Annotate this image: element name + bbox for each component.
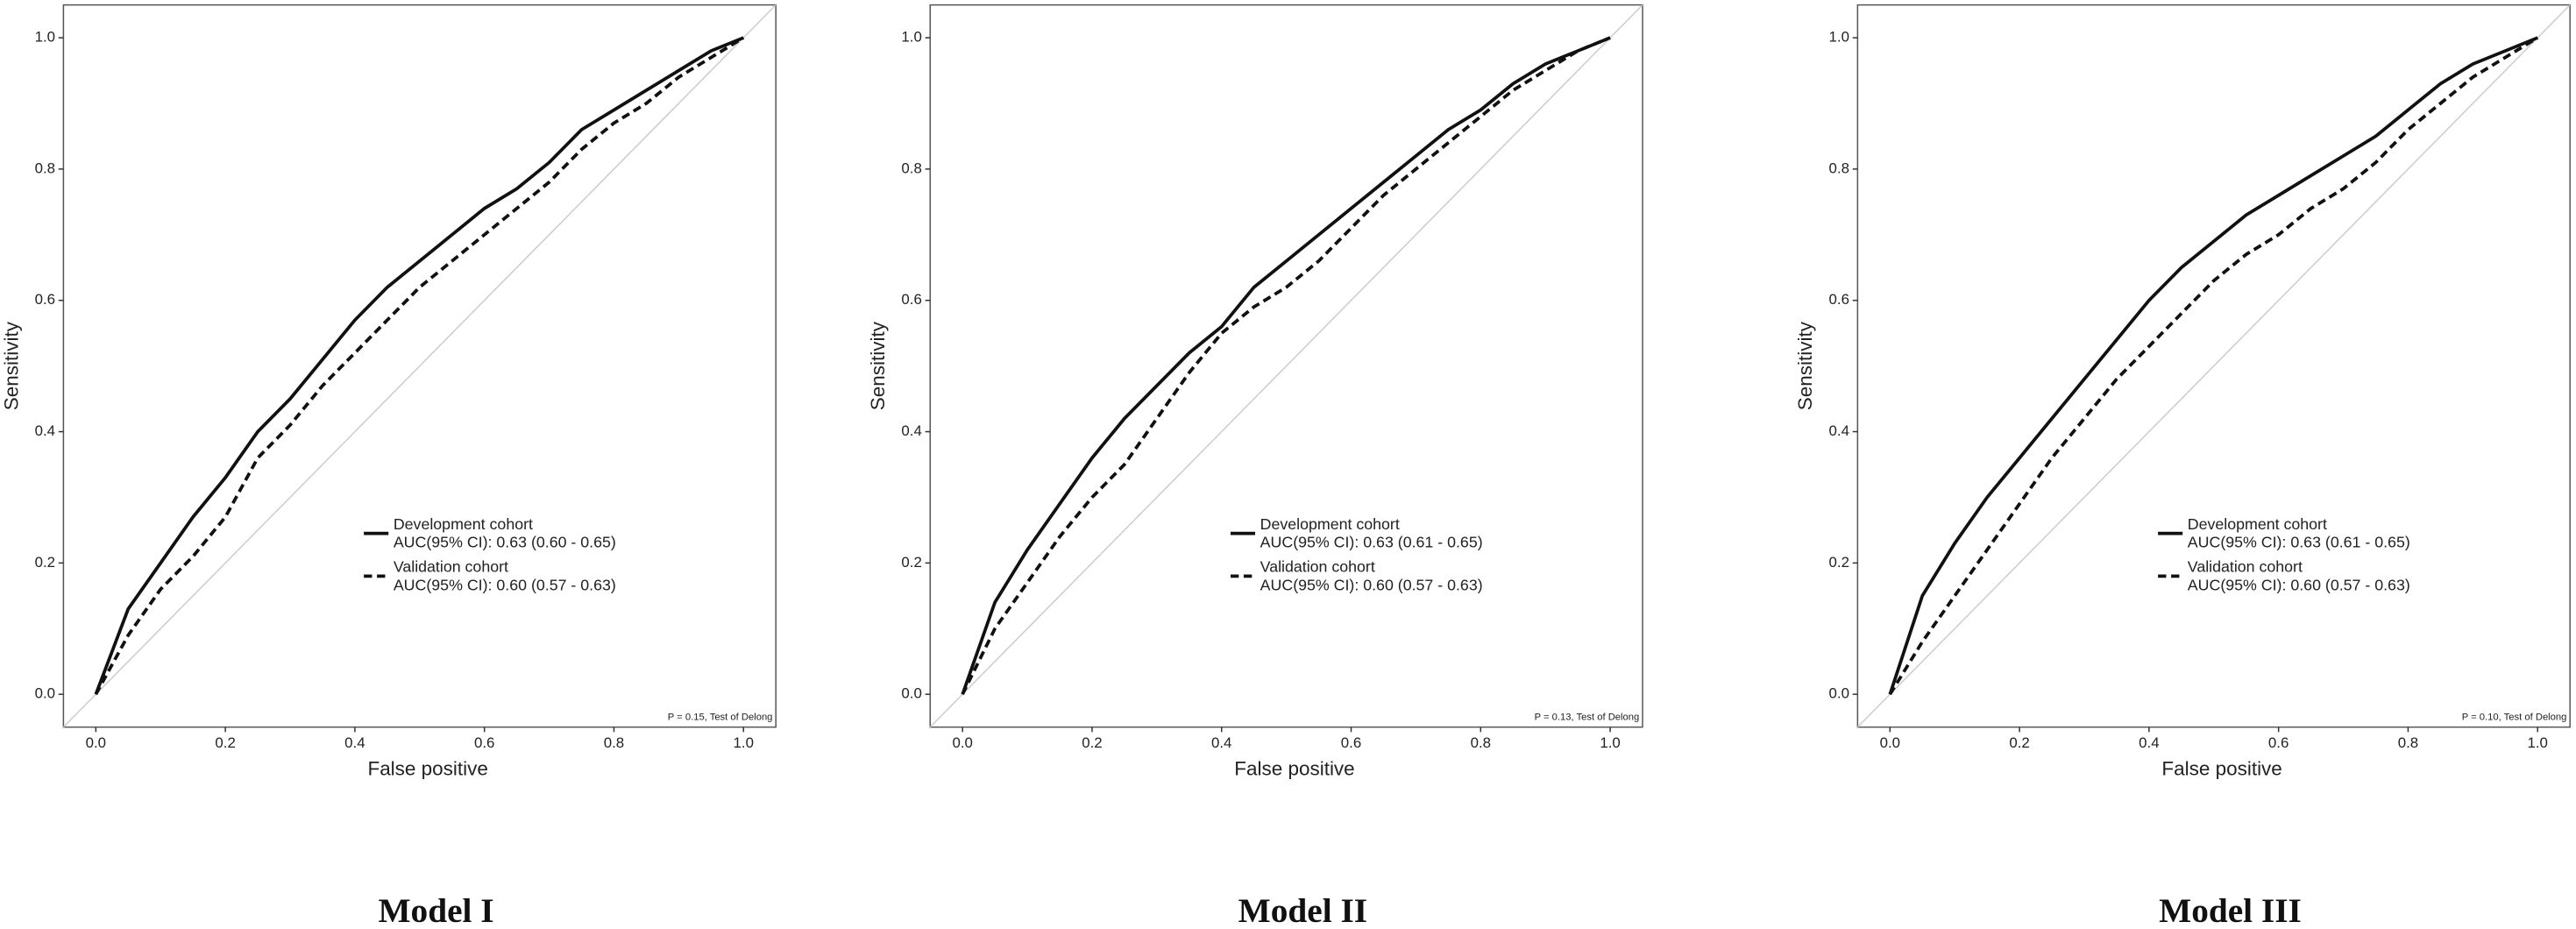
legend-auc: AUC(95% CI): 0.60 (0.57 - 0.63) — [2188, 576, 2410, 593]
x-axis-title: False positive — [2161, 757, 2281, 779]
legend-label: Development cohort — [2188, 515, 2327, 533]
y-tick-label: 0.8 — [901, 160, 921, 176]
y-tick-label: 0.0 — [1829, 685, 1849, 702]
y-tick-label: 1.0 — [901, 29, 921, 46]
x-tick-label: 0.4 — [2139, 734, 2159, 751]
x-axis-title: False positive — [1234, 757, 1354, 779]
legend-auc: AUC(95% CI): 0.63 (0.60 - 0.65) — [394, 534, 616, 551]
annotation: P = 0.15, Test of Delong — [668, 712, 773, 722]
reference-diagonal — [1856, 4, 2571, 728]
x-tick-label: 1.0 — [1600, 734, 1620, 751]
legend-label: Development cohort — [1260, 515, 1400, 533]
annotation: P = 0.13, Test of Delong — [1535, 712, 1640, 722]
legend-auc: AUC(95% CI): 0.60 (0.57 - 0.63) — [1260, 576, 1483, 593]
chart-title: Model III — [2159, 891, 2302, 929]
y-tick-label: 0.4 — [1829, 422, 1849, 439]
plot-border — [62, 4, 777, 728]
legend-label: Validation cohort — [1260, 558, 1375, 576]
y-tick-label: 1.0 — [35, 29, 55, 46]
y-tick-label: 0.8 — [35, 160, 55, 176]
chart-panel: 0.0 0.2 0.4 0.6 0.8 1.0 0.0 0.2 0.4 0.6 0.8 1.0 Fals… — [0, 4, 777, 929]
roc-curve — [94, 36, 744, 695]
legend-label: Validation cohort — [2188, 558, 2303, 576]
y-tick-label: 0.4 — [901, 422, 921, 439]
roc-curve — [94, 36, 745, 696]
roc-curve — [1888, 36, 2538, 695]
y-tick-label: 0.4 — [35, 422, 55, 439]
x-axis-title: False positive — [367, 757, 487, 779]
x-tick-label: 0.0 — [86, 734, 106, 751]
y-tick-label: 0.2 — [1829, 554, 1849, 571]
x-tick-label: 0.6 — [2268, 734, 2289, 751]
x-tick-label: 0.6 — [474, 734, 494, 751]
plot-border — [1856, 4, 2571, 728]
x-tick-label: 0.8 — [1471, 734, 1491, 751]
chart-title: Model II — [1238, 891, 1367, 929]
roc-curve — [961, 36, 1611, 696]
reference-diagonal — [62, 4, 777, 728]
x-tick-label: 0.6 — [1341, 734, 1361, 751]
y-tick-label: 0.0 — [35, 685, 55, 702]
x-tick-label: 0.0 — [1880, 734, 1900, 751]
annotation: P = 0.10, Test of Delong — [2462, 712, 2567, 722]
y-tick-label: 0.2 — [35, 554, 55, 571]
x-tick-label: 0.4 — [344, 734, 365, 751]
reference-diagonal — [929, 4, 1643, 728]
x-tick-label: 0.2 — [1082, 734, 1102, 751]
legend-label: Validation cohort — [394, 558, 508, 576]
x-tick-label: 0.4 — [1211, 734, 1231, 751]
plot-border — [929, 4, 1643, 728]
x-tick-label: 1.0 — [734, 734, 754, 751]
legend-label: Development cohort — [394, 515, 533, 533]
x-tick-label: 0.0 — [952, 734, 972, 751]
roc-curve — [961, 36, 1611, 695]
x-tick-label: 0.2 — [215, 734, 235, 751]
x-tick-label: 1.0 — [2527, 734, 2547, 751]
y-tick-label: 0.0 — [901, 685, 921, 702]
x-tick-label: 0.8 — [604, 734, 624, 751]
chart-panel: 0.0 0.2 0.4 0.6 0.8 1.0 0.0 0.2 0.4 0.6 0.8 1.0 Fals… — [867, 4, 1643, 929]
legend-auc: AUC(95% CI): 0.63 (0.61 - 0.65) — [1260, 534, 1483, 551]
y-axis-title: Sensitivity — [0, 321, 22, 410]
chart-title: Model I — [378, 891, 493, 929]
y-tick-label: 0.6 — [901, 291, 921, 308]
legend-auc: AUC(95% CI): 0.63 (0.61 - 0.65) — [2188, 534, 2410, 551]
y-tick-label: 0.8 — [1829, 160, 1849, 176]
x-tick-label: 0.8 — [2398, 734, 2418, 751]
y-axis-title: Sensitivity — [1794, 321, 1816, 410]
y-axis-title: Sensitivity — [867, 321, 889, 410]
y-tick-label: 0.6 — [1829, 291, 1849, 308]
x-tick-label: 0.2 — [2009, 734, 2029, 751]
roc-curve — [1888, 36, 2539, 696]
y-tick-label: 0.2 — [901, 554, 921, 571]
y-tick-label: 1.0 — [1829, 29, 1849, 46]
chart-panel: 0.0 0.2 0.4 0.6 0.8 1.0 0.0 0.2 0.4 0.6 0.8 1.0 Fals… — [1794, 4, 2571, 929]
y-tick-label: 0.6 — [35, 291, 55, 308]
legend-auc: AUC(95% CI): 0.60 (0.57 - 0.63) — [394, 576, 616, 593]
